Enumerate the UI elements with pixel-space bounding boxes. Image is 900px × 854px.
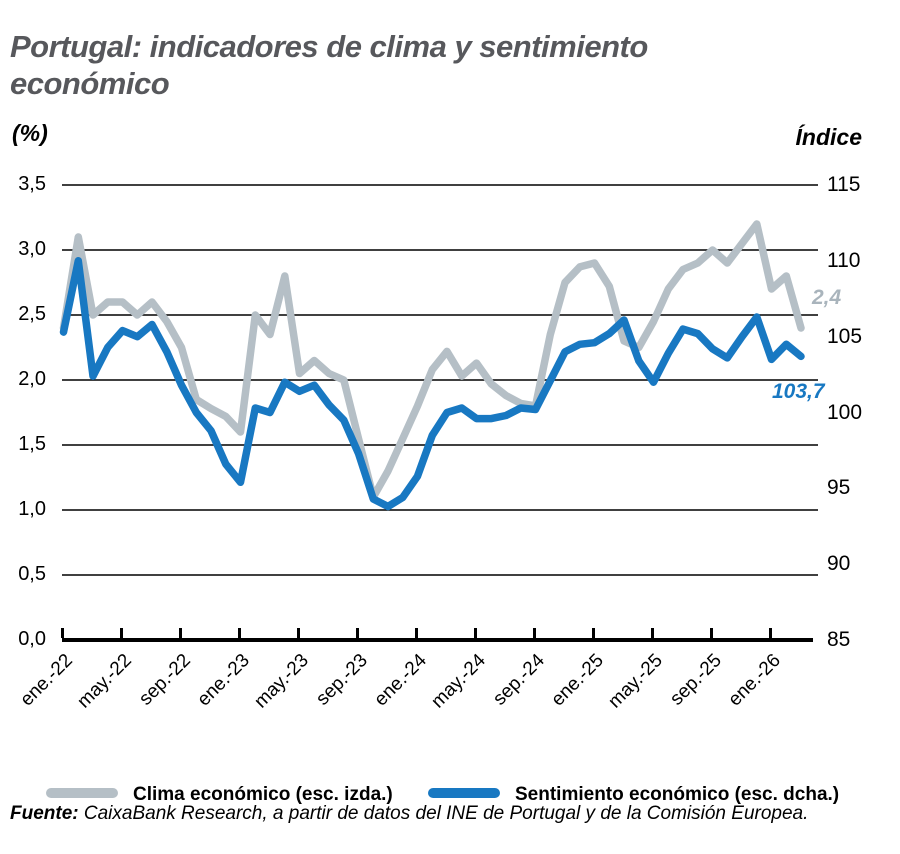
left-axis-unit: (%) <box>12 120 48 146</box>
left-axis-tick-label: 2,0 <box>18 368 46 390</box>
gridlines <box>62 184 818 642</box>
clima-last-value-label: 2,4 <box>812 286 842 309</box>
left-axis-tick-label: 0,0 <box>18 628 46 650</box>
source-note: Fuente: CaixaBank Research, a partir de … <box>10 803 830 825</box>
right-axis-tick-label: 105 <box>827 324 863 348</box>
clima-legend-swatch <box>46 788 118 798</box>
left-axis-tick-label: 2,5 <box>18 303 46 325</box>
right-axis-tick-label: 115 <box>827 173 861 196</box>
source-text: CaixaBank Research, a partir de datos de… <box>78 803 809 824</box>
right-axis-tick-label: 95 <box>827 476 851 500</box>
right-axis-tick-label: 100 <box>827 400 863 424</box>
source-prefix: Fuente: <box>10 803 79 824</box>
left-axis-tick-label: 0,5 <box>18 563 46 585</box>
right-axis-tick-label: 90 <box>827 552 851 576</box>
sentimiento-legend-swatch <box>428 788 500 798</box>
sentimiento-legend-label: Sentimiento económico (esc. dcha.) <box>515 784 840 805</box>
left-axis-tick-label: 3,5 <box>18 173 46 195</box>
right-axis-tick-label: 85 <box>827 628 851 651</box>
sentimiento-last-value-label: 103,7 <box>772 380 825 403</box>
clima-legend-label: Clima económico (esc. izda.) <box>133 784 393 805</box>
x-axis-ticks <box>61 628 772 638</box>
left-axis-tick-label: 1,5 <box>18 433 46 455</box>
left-axis-tick-label: 3,0 <box>18 238 46 260</box>
right-axis-tick-label: 110 <box>827 248 861 272</box>
left-axis-tick-label: 1,0 <box>18 498 46 520</box>
chart-title: Portugal: indicadores de clima y sentimi… <box>10 29 648 102</box>
right-axis-unit: Índice <box>795 124 862 150</box>
series-lines <box>59 220 805 511</box>
